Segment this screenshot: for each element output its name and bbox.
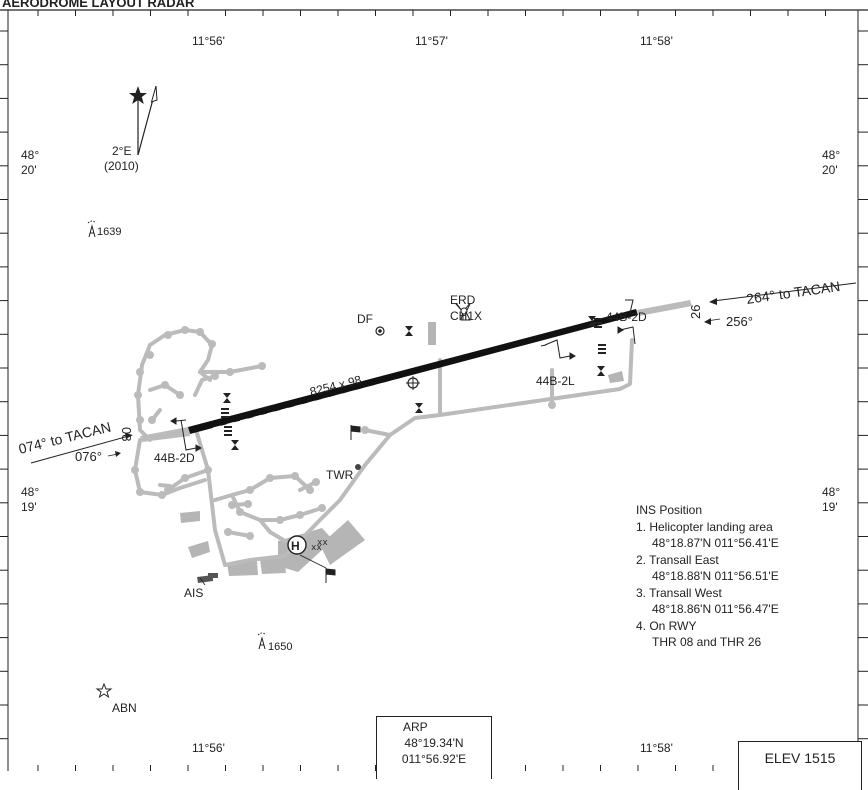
- longitude-label-west-bottom: 11°56': [192, 741, 225, 755]
- df-station-icon: [375, 326, 385, 336]
- elevation-value: ELEV 1515: [764, 750, 836, 766]
- tacan-east-label: 264° to TACAN: [745, 278, 841, 307]
- arrester-cable-icon: [221, 318, 606, 436]
- ins-item-label: 3. Transall West: [636, 585, 722, 600]
- beacon-star-icon: [95, 682, 113, 699]
- longitude-label-east-bottom: 11°58': [640, 741, 673, 755]
- magvar-year: (2010): [104, 159, 139, 173]
- ins-item-label: 1. Helicopter landing area: [636, 519, 773, 534]
- hold-marker-icon: [231, 440, 239, 450]
- longitude-label-east: 11°58': [640, 34, 673, 48]
- arp-marker-icon: [406, 376, 420, 390]
- ins-item-coords: THR 08 and THR 26: [652, 635, 762, 649]
- obstacle-elevation-north: 1639: [97, 226, 121, 238]
- hold-marker-icon: [223, 393, 231, 403]
- ins-item-coords: 48°18.88'N 011°56.51'E: [652, 569, 779, 583]
- chart-title: AERODROME LAYOUT RADAR: [2, 0, 195, 10]
- threshold-bracket-west: [170, 417, 202, 452]
- latitude-label-north-min-east: 20': [822, 163, 838, 177]
- longitude-label-center: 11°57': [415, 34, 448, 48]
- hold-marker-icon: [405, 326, 413, 336]
- tacan-east-course: 256°: [726, 314, 753, 329]
- ais-label: AIS: [184, 586, 203, 600]
- svg-text:xx: xx: [317, 538, 328, 548]
- runway-designator-26: 26: [688, 305, 703, 319]
- ins-title: INS Position: [636, 503, 703, 517]
- erd-ident: CH1X: [450, 309, 482, 323]
- windsock-icon: [325, 425, 361, 583]
- runway-08-26: [140, 300, 692, 442]
- tower-icon: [355, 464, 361, 470]
- ins-item-label: 2. Transall East: [636, 552, 719, 567]
- svg-text:xx: xx: [311, 543, 322, 553]
- apron-areas: [180, 322, 624, 583]
- helipad-icon: H: [287, 535, 327, 569]
- hold-marker-icon: [588, 316, 596, 326]
- ins-item-coords: 48°18.87'N 011°56.41'E: [652, 536, 779, 550]
- latitude-label-south-deg-east: 48°: [822, 485, 840, 499]
- tower-label: TWR: [326, 468, 354, 482]
- runway-label-east-top: 44B-2D: [606, 310, 647, 324]
- arp-lon: 011°56.92'E: [401, 752, 467, 766]
- aerodrome-chart: AERODROME LAYOUT RADAR 11°56' 11°57' 11°…: [0, 0, 868, 771]
- magvar-value: 2°E: [112, 144, 131, 158]
- helipad-label: H: [291, 539, 300, 553]
- hold-marker-icon: [597, 366, 605, 376]
- latitude-label-south-deg-west: 48°: [21, 485, 39, 499]
- taxiway-network: [133, 328, 634, 567]
- latitude-label-south-min-east: 19': [822, 500, 838, 514]
- ins-position-list: INS Position 1. Helicopter landing area …: [636, 502, 779, 651]
- arp-box: ARP 48°19.34'N 011°56.92'E: [376, 716, 492, 779]
- latitude-label-north-deg-east: 48°: [822, 148, 840, 162]
- tacan-erd-icon: [454, 302, 471, 321]
- apron-marks-icon: xx xx: [311, 538, 328, 553]
- tacan-arrow-east: 264° to TACAN 256°: [704, 278, 857, 329]
- arp-lat: 48°19.34'N: [404, 736, 464, 750]
- tacan-west-course: 076°: [75, 449, 102, 464]
- abn-label: ABN: [112, 701, 137, 715]
- runway-label-west: 44B-2D: [154, 451, 195, 465]
- df-label: DF: [357, 312, 373, 326]
- ins-item-label: 4. On RWY: [636, 618, 697, 633]
- graticule-ticks: [0, 10, 868, 771]
- obstacle-icon: [257, 632, 267, 650]
- erd-label: ERD: [450, 293, 476, 307]
- hold-marker-icon: [415, 403, 423, 413]
- hold-markers: [223, 316, 605, 450]
- obstacle-elevation-south: 1650: [268, 641, 292, 653]
- elevation-box: ELEV 1515: [738, 741, 862, 790]
- north-arrow-icon: [129, 85, 158, 156]
- latitude-label-north-min-west: 20': [21, 163, 37, 177]
- latitude-label-south-min-west: 19': [21, 500, 37, 514]
- latitude-label-north-deg-west: 48°: [21, 148, 39, 162]
- threshold-bracket-east: [540, 299, 636, 360]
- obstacle-icon: [87, 220, 97, 238]
- ins-item-coords: 48°18.86'N 011°56.47'E: [652, 602, 779, 616]
- longitude-label-west: 11°56': [192, 34, 225, 48]
- taxiway-stands: [131, 326, 556, 540]
- tacan-arrow-west: 074° to TACAN 076°: [17, 419, 133, 464]
- runway-label-east-bottom: 44B-2L: [536, 374, 575, 388]
- arp-label: ARP: [403, 720, 428, 734]
